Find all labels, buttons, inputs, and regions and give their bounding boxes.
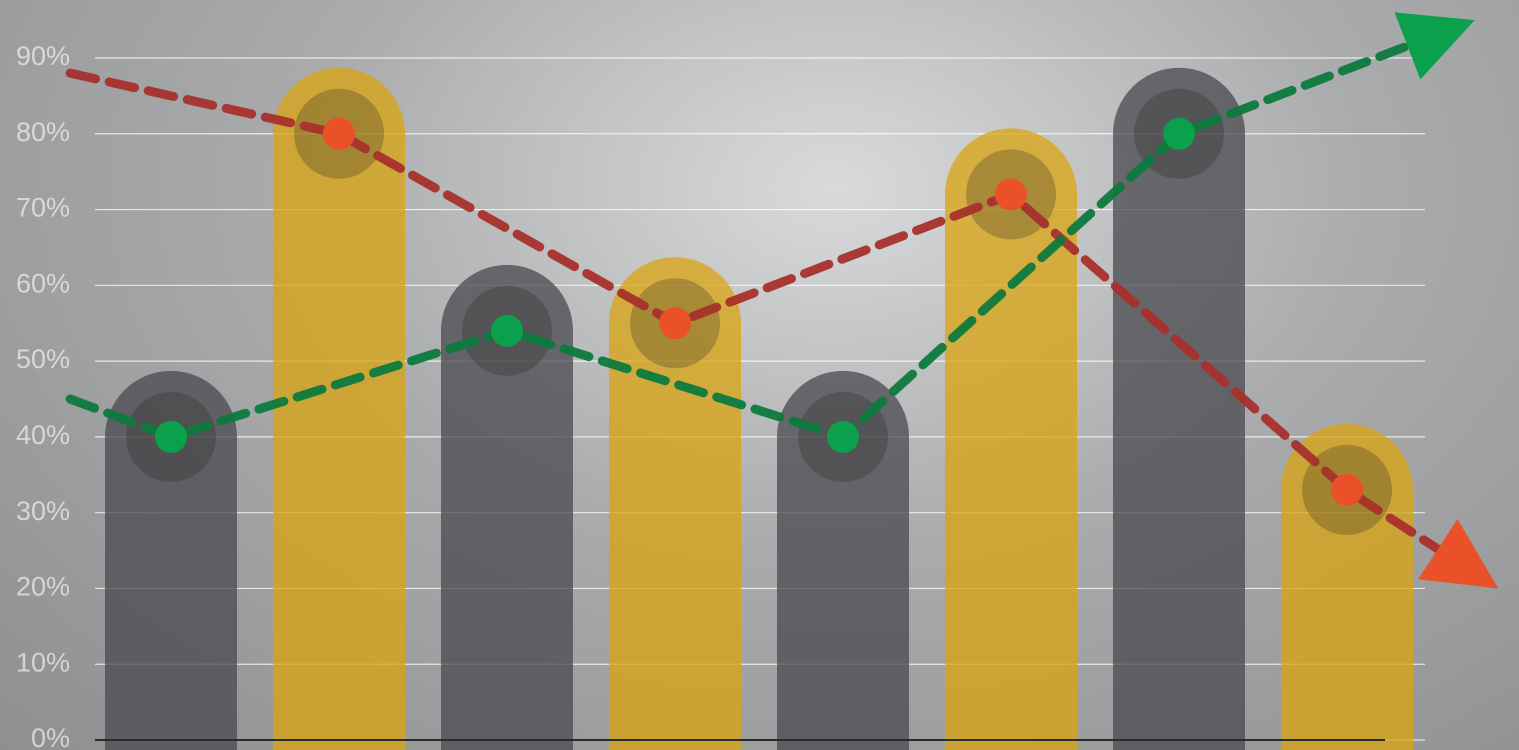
line-marker bbox=[155, 420, 187, 453]
y-tick-label: 60% bbox=[16, 268, 70, 298]
line-marker bbox=[1163, 117, 1195, 150]
line-marker bbox=[491, 314, 523, 347]
arrow-head bbox=[1394, 12, 1475, 80]
line-marker bbox=[659, 307, 691, 340]
arrow-head bbox=[1418, 518, 1499, 589]
line-marker bbox=[323, 117, 355, 150]
bar bbox=[609, 257, 741, 750]
y-tick-label: 30% bbox=[16, 496, 70, 526]
y-tick-label: 50% bbox=[16, 344, 70, 374]
y-tick-label: 40% bbox=[16, 420, 70, 450]
y-tick-label: 0% bbox=[31, 723, 70, 750]
line-marker bbox=[1331, 473, 1363, 506]
bar bbox=[945, 128, 1077, 750]
trend-line bbox=[65, 41, 1412, 442]
y-tick-label: 70% bbox=[16, 193, 70, 223]
line-marker bbox=[827, 420, 859, 453]
bar bbox=[1113, 67, 1245, 750]
bar bbox=[441, 264, 573, 750]
bar bbox=[105, 370, 237, 750]
bar bbox=[1281, 423, 1413, 750]
y-tick-label: 80% bbox=[16, 117, 70, 147]
bar bbox=[273, 67, 405, 750]
trend-line bbox=[65, 68, 1443, 554]
y-tick-label: 20% bbox=[16, 572, 70, 602]
y-tick-label: 90% bbox=[16, 41, 70, 71]
bar bbox=[777, 370, 909, 750]
line-marker bbox=[995, 178, 1027, 211]
y-tick-label: 10% bbox=[16, 647, 70, 677]
